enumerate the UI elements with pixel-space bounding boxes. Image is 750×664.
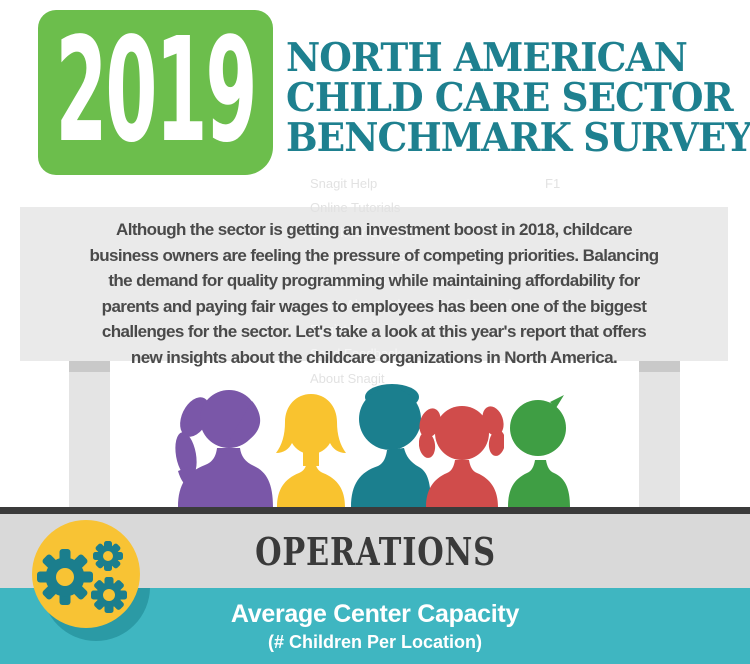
child-purple-girl <box>175 390 273 507</box>
intro-panel <box>20 207 728 361</box>
year-badge: 2019 <box>38 10 273 175</box>
child-red-girl <box>419 406 504 507</box>
gear-small-icon <box>93 541 123 571</box>
title-line-2: CHILD CARE SECTOR <box>286 75 734 121</box>
child-teal-boy <box>351 384 431 507</box>
section-title: OPERATIONS <box>254 528 496 574</box>
gear-large-icon <box>37 549 93 605</box>
title-line-3: BENCHMARK SURVEY <box>286 115 750 161</box>
ghost-menu-item-online-tutorials[interactable]: Online Tutorials <box>310 200 401 215</box>
intro-line: the demand for quality programming while… <box>108 271 640 290</box>
intro-paragraph: Although the sector is getting an invest… <box>20 207 728 367</box>
ghost-menu-shortcut-f1: F1 <box>545 176 561 191</box>
gears-icon <box>32 520 150 641</box>
signboard-leg-left <box>69 361 110 507</box>
child-green-boy <box>508 395 570 507</box>
child-yellow-girl <box>276 394 346 507</box>
ghost-menu-item-snagit-help[interactable]: Snagit Help <box>310 176 378 191</box>
metric-title: Average Center Capacity <box>230 600 520 628</box>
signboard-leg-right <box>639 361 680 507</box>
signboard-leg-cap <box>69 361 110 372</box>
ghost-menu-item-about-snagit[interactable]: About Snagit <box>310 371 385 386</box>
ghost-menu-item-register[interactable]: Register <box>310 322 359 337</box>
title-line-1: NORTH AMERICAN <box>286 35 688 81</box>
ghost-menu-item-technical-support[interactable]: Technical Support <box>310 249 414 264</box>
intro-line: Although the sector is getting an invest… <box>116 220 633 239</box>
intro-line: business owners are feeling the pressure… <box>89 245 659 265</box>
page-title: NORTH AMERICAN CHILD CARE SECTOR BENCHMA… <box>286 38 750 158</box>
intro-line: new insights about the childcare organiz… <box>130 347 618 367</box>
intro-line: challenges for the sector. Let's take a … <box>101 322 647 341</box>
divider-bar <box>0 507 750 514</box>
year-text: 2019 <box>55 5 257 174</box>
ghost-menu-item-learn-about-products[interactable]: Learn About Other TechSmith Products <box>310 297 536 312</box>
metric-subtitle: (# Children Per Location) <box>267 632 483 652</box>
signboard-leg-cap <box>639 361 680 372</box>
ghost-menu-item-learn-whats-new[interactable]: Learn What's New in Snagit <box>310 273 471 288</box>
ghost-menu-item-send-feedback[interactable]: Send Feedback <box>310 346 402 361</box>
gear-medium-icon <box>91 577 127 613</box>
ghost-menu-item-check-for-updates[interactable]: Check for Updates <box>310 225 418 240</box>
intro-line: parents and paying fair wages to employe… <box>101 296 647 316</box>
